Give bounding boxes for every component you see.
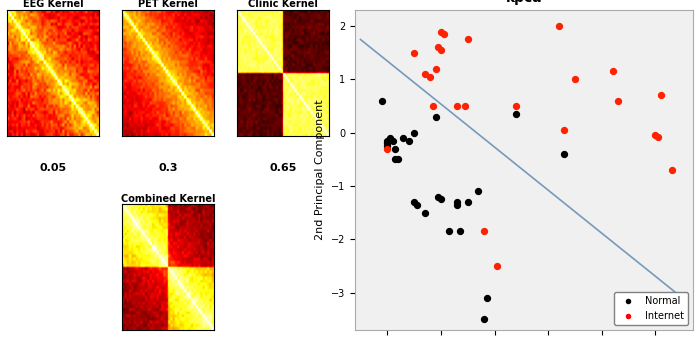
Point bbox=[409, 50, 420, 55]
Point bbox=[452, 202, 463, 207]
Point bbox=[655, 93, 666, 98]
Text: 0.05: 0.05 bbox=[39, 163, 66, 173]
Point bbox=[427, 103, 438, 109]
Point bbox=[398, 135, 409, 141]
Point bbox=[559, 127, 570, 133]
Point bbox=[409, 199, 420, 205]
Point bbox=[510, 103, 522, 109]
Point bbox=[430, 114, 441, 119]
Point bbox=[462, 199, 473, 205]
Point bbox=[390, 157, 401, 162]
Point bbox=[384, 135, 395, 141]
Point bbox=[612, 98, 624, 103]
Title: Combined Kernel: Combined Kernel bbox=[120, 194, 215, 204]
Point bbox=[433, 194, 444, 199]
Point bbox=[411, 202, 422, 207]
Point bbox=[419, 71, 430, 77]
Point bbox=[462, 37, 473, 42]
Point bbox=[559, 151, 570, 157]
Point bbox=[443, 228, 454, 234]
Point bbox=[403, 138, 414, 143]
Point bbox=[666, 167, 677, 173]
Point bbox=[393, 157, 404, 162]
Point bbox=[473, 189, 484, 194]
Point bbox=[382, 143, 393, 149]
Point bbox=[435, 197, 447, 202]
Point bbox=[419, 210, 430, 215]
Title: PET Kernel: PET Kernel bbox=[138, 0, 198, 10]
Legend: Normal, Internet: Normal, Internet bbox=[614, 292, 688, 325]
Text: 0.65: 0.65 bbox=[269, 163, 297, 173]
Point bbox=[452, 199, 463, 205]
Point bbox=[454, 228, 466, 234]
Point bbox=[438, 31, 449, 37]
Point bbox=[377, 98, 388, 103]
Point bbox=[510, 111, 522, 117]
Point bbox=[430, 66, 441, 71]
Point bbox=[435, 29, 447, 34]
Point bbox=[382, 146, 393, 151]
Point bbox=[459, 103, 470, 109]
Point bbox=[409, 130, 420, 135]
Point bbox=[452, 103, 463, 109]
Point bbox=[569, 77, 580, 82]
Text: 0.3: 0.3 bbox=[158, 163, 178, 173]
Title: EEG Kernel: EEG Kernel bbox=[22, 0, 83, 10]
Point bbox=[433, 45, 444, 50]
Point bbox=[491, 263, 503, 269]
Point bbox=[382, 141, 393, 146]
Point bbox=[607, 69, 618, 74]
Point bbox=[478, 317, 489, 322]
Point bbox=[650, 133, 661, 138]
Point bbox=[435, 47, 447, 53]
Point bbox=[390, 146, 401, 151]
Point bbox=[387, 138, 398, 143]
Y-axis label: 2nd Principal Component: 2nd Principal Component bbox=[316, 100, 326, 240]
Title: kpca: kpca bbox=[505, 0, 542, 5]
Point bbox=[382, 138, 393, 143]
Title: Clinic Kernel: Clinic Kernel bbox=[248, 0, 318, 10]
Point bbox=[478, 228, 489, 234]
Point bbox=[553, 23, 564, 29]
Point bbox=[425, 74, 436, 80]
Point bbox=[652, 134, 664, 140]
Point bbox=[481, 295, 492, 301]
